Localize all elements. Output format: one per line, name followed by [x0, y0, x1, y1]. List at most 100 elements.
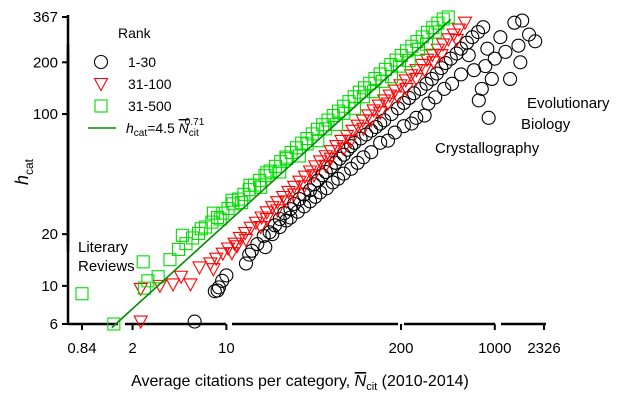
- data-point: [187, 314, 202, 329]
- x-axis-title-symbol: N: [355, 373, 367, 390]
- data-point: [319, 122, 333, 136]
- data-point: [272, 219, 287, 235]
- data-point: [326, 108, 340, 123]
- series-1-30: [187, 13, 543, 329]
- legend-fit-n: N: [179, 120, 190, 136]
- data-point: [215, 273, 230, 288]
- data-point: [315, 168, 330, 183]
- data-point: [428, 25, 442, 39]
- data-point: [269, 204, 285, 219]
- data-point: [457, 16, 473, 31]
- data-point: [297, 170, 313, 185]
- data-point: [75, 287, 89, 301]
- data-point: [371, 99, 387, 114]
- data-point: [336, 142, 352, 157]
- y-axis-title-main: h: [12, 175, 32, 185]
- data-point: [263, 164, 277, 178]
- data-point: [451, 23, 467, 38]
- data-point: [243, 178, 257, 192]
- data-point: [243, 221, 259, 236]
- data-point: [219, 268, 234, 283]
- data-point: [133, 282, 149, 297]
- data-point: [528, 34, 543, 49]
- data-point: [292, 149, 306, 163]
- data-point: [355, 114, 371, 129]
- data-point: [373, 67, 387, 81]
- legend-fit-eq: =4.5: [147, 120, 179, 136]
- data-point: [242, 247, 257, 262]
- data-point: [476, 20, 491, 35]
- data-point: [151, 270, 165, 284]
- data-point: [286, 188, 302, 203]
- data-point: [133, 315, 149, 330]
- data-point: [163, 253, 177, 267]
- data-point: [343, 134, 359, 149]
- data-point: [435, 38, 451, 53]
- data-point: [344, 161, 359, 176]
- data-point: [312, 155, 328, 170]
- data-point: [465, 30, 480, 45]
- data-point: [419, 37, 434, 51]
- data-point: [211, 210, 225, 225]
- data-point: [390, 91, 406, 106]
- data-point: [498, 44, 513, 59]
- data-point: [253, 173, 267, 187]
- data-point: [436, 12, 450, 26]
- data-point: [367, 85, 381, 99]
- data-point: [380, 133, 396, 148]
- annotation: Reviews: [78, 258, 135, 275]
- data-point: [345, 124, 360, 139]
- data-point: [265, 227, 280, 242]
- data-point: [356, 150, 371, 165]
- legend-marker: [93, 77, 109, 92]
- data-point: [373, 116, 388, 131]
- data-point: [337, 99, 351, 113]
- x-tick-label: 2326: [527, 340, 560, 357]
- data-point: [481, 110, 496, 125]
- data-point: [321, 113, 335, 127]
- y-tick-label: 200: [33, 54, 58, 71]
- data-point: [242, 183, 256, 197]
- data-point: [205, 263, 221, 277]
- data-point: [258, 240, 273, 255]
- data-point: [220, 242, 236, 257]
- data-point: [165, 278, 181, 293]
- data-point: [478, 59, 493, 74]
- data-point: [408, 72, 424, 87]
- data-point: [363, 114, 379, 128]
- legend-label: 31-500: [128, 98, 172, 114]
- legend-fit-label: hcat=4.5 Ncit0.71: [126, 117, 205, 139]
- data-point: [329, 117, 343, 131]
- data-point: [287, 196, 302, 211]
- x-axis-title-suffix: (2010-2014): [377, 373, 469, 390]
- annotation: Literary: [78, 239, 129, 256]
- data-point: [269, 196, 285, 210]
- annotation: Biology: [521, 116, 571, 133]
- data-point: [339, 129, 355, 144]
- data-point: [283, 210, 298, 225]
- data-point: [387, 125, 402, 140]
- data-point: [254, 211, 270, 226]
- data-point: [192, 261, 207, 276]
- data-point: [175, 228, 189, 242]
- data-point: [380, 97, 396, 112]
- data-point: [291, 175, 307, 190]
- data-point: [392, 79, 408, 93]
- data-point: [356, 122, 371, 137]
- data-point: [232, 231, 248, 246]
- data-point: [396, 95, 411, 111]
- data-point: [331, 104, 345, 118]
- data-point: [352, 85, 366, 99]
- y-tick-label: 10: [41, 278, 58, 295]
- data-point: [306, 169, 322, 183]
- y-axis-title-sub: cat: [22, 158, 36, 175]
- data-point: [275, 190, 291, 205]
- data-point: [286, 180, 302, 195]
- data-point: [364, 123, 379, 138]
- data-point: [404, 116, 419, 131]
- data-point: [433, 49, 449, 63]
- data-point: [336, 166, 351, 181]
- data-point: [471, 93, 486, 108]
- data-point: [375, 74, 389, 88]
